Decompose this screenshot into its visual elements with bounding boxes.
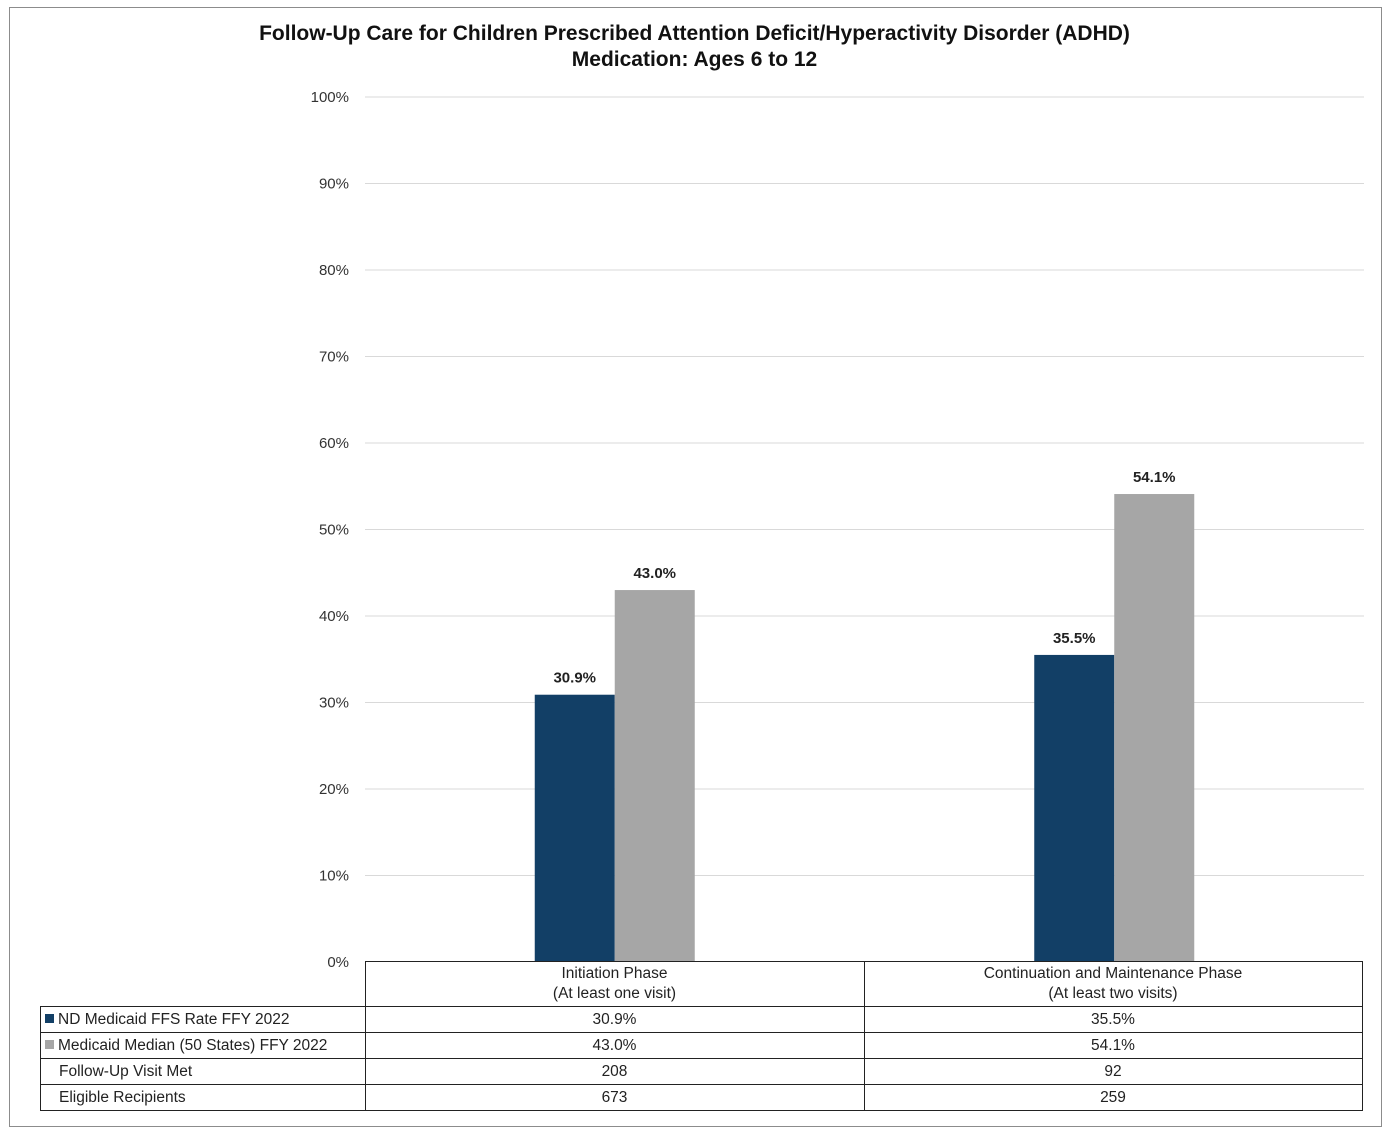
row-label-eligible: Eligible Recipients: [40, 1084, 366, 1111]
y-tick-label: 30%: [319, 695, 349, 712]
y-tick-label: 70%: [319, 349, 349, 366]
table-row-median: Medicaid Median (50 States) FFY 2022 43.…: [40, 1032, 1363, 1059]
table-row-visit-met: Follow-Up Visit Met 208 92: [40, 1058, 1363, 1085]
data-label: 35.5%: [1053, 630, 1096, 647]
row-label-nd-rate: ND Medicaid FFS Rate FFY 2022: [40, 1006, 366, 1033]
row-label-text: ND Medicaid FFS Rate FFY 2022: [58, 1010, 290, 1028]
data-label: 43.0%: [633, 565, 676, 582]
y-tick-label: 50%: [319, 522, 349, 539]
bar: [1114, 494, 1195, 962]
y-tick-label: 60%: [319, 435, 349, 452]
bar: [534, 694, 615, 962]
category-header-continuation: Continuation and Maintenance Phase (At l…: [863, 961, 1363, 1007]
table-cell: 54.1%: [863, 1032, 1363, 1059]
category-header-line2: (At least two visits): [1048, 985, 1178, 1002]
data-label: 30.9%: [553, 670, 596, 687]
table-row-eligible: Eligible Recipients 673 259: [40, 1084, 1363, 1111]
data-table: Initiation Phase (At least one visit) Co…: [40, 961, 1363, 1111]
category-header-line2: (At least one visit): [552, 985, 677, 1002]
category-header-line1: Initiation Phase: [561, 965, 668, 982]
table-cell: 208: [364, 1058, 865, 1085]
row-label-median: Medicaid Median (50 States) FFY 2022: [40, 1032, 366, 1059]
bar: [1034, 654, 1115, 962]
table-cell: 35.5%: [863, 1006, 1363, 1033]
table-cell: 259: [863, 1084, 1363, 1111]
legend-swatch-median: [45, 1039, 54, 1049]
row-label-text: Medicaid Median (50 States) FFY 2022: [58, 1036, 328, 1054]
y-tick-label: 100%: [311, 89, 349, 106]
bar: [614, 590, 695, 962]
table-cell: 43.0%: [364, 1032, 865, 1059]
data-table-corner: [40, 961, 366, 1007]
category-header-line1: Continuation and Maintenance Phase: [983, 965, 1243, 982]
legend-swatch-nd-rate: [45, 1013, 54, 1023]
y-tick-label: 90%: [319, 176, 349, 193]
data-table-header-row: Initiation Phase (At least one visit) Co…: [40, 961, 1363, 1007]
y-tick-label: 10%: [319, 868, 349, 885]
table-cell: 673: [364, 1084, 865, 1111]
table-cell: 30.9%: [364, 1006, 865, 1033]
chart-title: Follow-Up Care for Children Prescribed A…: [259, 22, 1130, 45]
data-label: 54.1%: [1133, 469, 1176, 486]
table-row-nd-rate: ND Medicaid FFS Rate FFY 2022 30.9% 35.5…: [40, 1006, 1363, 1033]
y-tick-label: 40%: [319, 608, 349, 625]
category-header-initiation: Initiation Phase (At least one visit): [364, 961, 865, 1007]
y-tick-label: 20%: [319, 781, 349, 798]
y-tick-label: 80%: [319, 262, 349, 279]
row-label-visit-met: Follow-Up Visit Met: [40, 1058, 366, 1085]
chart-subtitle: Medication: Ages 6 to 12: [571, 48, 818, 71]
table-cell: 92: [863, 1058, 1363, 1085]
